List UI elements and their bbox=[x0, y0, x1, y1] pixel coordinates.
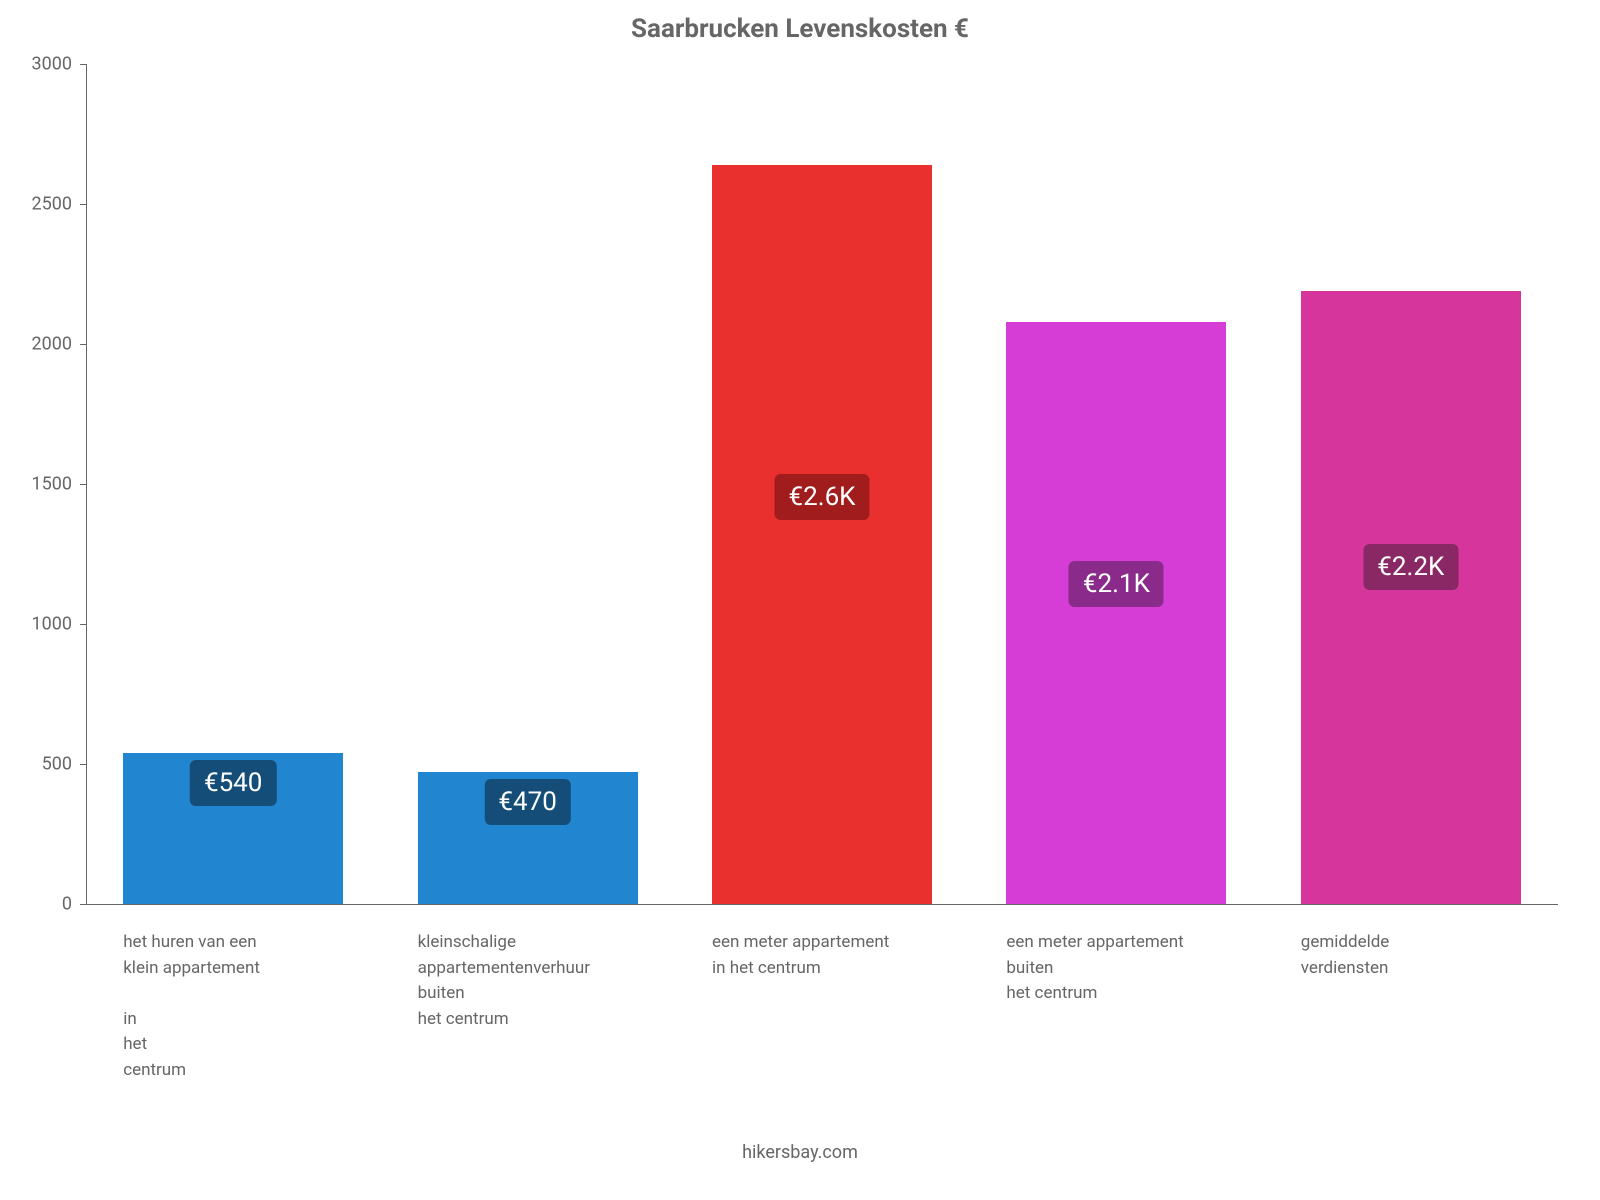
x-axis-line bbox=[86, 904, 1558, 905]
x-axis-label: een meter appartement in het centrum bbox=[712, 930, 972, 981]
value-badge: €2.2K bbox=[1363, 544, 1458, 590]
y-tick-mark bbox=[80, 344, 86, 345]
value-badge: €2.1K bbox=[1069, 561, 1164, 607]
x-axis-label: kleinschalige appartementenverhuur buite… bbox=[418, 930, 678, 1032]
y-axis-line bbox=[86, 64, 87, 904]
y-tick-label: 500 bbox=[42, 754, 72, 775]
bar bbox=[1006, 322, 1226, 904]
y-tick-label: 1500 bbox=[32, 474, 72, 495]
y-tick-mark bbox=[80, 204, 86, 205]
x-axis-label: een meter appartement buiten het centrum bbox=[1006, 930, 1266, 1007]
y-tick-label: 2500 bbox=[32, 194, 72, 215]
x-axis-label: het huren van een klein appartement in h… bbox=[123, 930, 383, 1083]
y-tick-label: 3000 bbox=[32, 54, 72, 75]
value-badge: €2.6K bbox=[774, 474, 869, 520]
y-tick-label: 0 bbox=[62, 894, 72, 915]
plot-area: 050010001500200025003000€540het huren va… bbox=[86, 64, 1558, 904]
x-axis-label: gemiddelde verdiensten bbox=[1301, 930, 1561, 981]
y-tick-mark bbox=[80, 904, 86, 905]
y-tick-mark bbox=[80, 624, 86, 625]
y-tick-mark bbox=[80, 764, 86, 765]
value-badge: €540 bbox=[190, 760, 276, 806]
y-tick-label: 2000 bbox=[32, 334, 72, 355]
chart-container: Saarbrucken Levenskosten € 0500100015002… bbox=[0, 0, 1600, 1200]
bar bbox=[1301, 291, 1521, 904]
source-label: hikersbay.com bbox=[0, 1142, 1600, 1163]
y-tick-mark bbox=[80, 484, 86, 485]
chart-title: Saarbrucken Levenskosten € bbox=[0, 14, 1600, 44]
value-badge: €470 bbox=[484, 779, 570, 825]
y-tick-mark bbox=[80, 64, 86, 65]
bar bbox=[712, 165, 932, 904]
y-tick-label: 1000 bbox=[32, 614, 72, 635]
